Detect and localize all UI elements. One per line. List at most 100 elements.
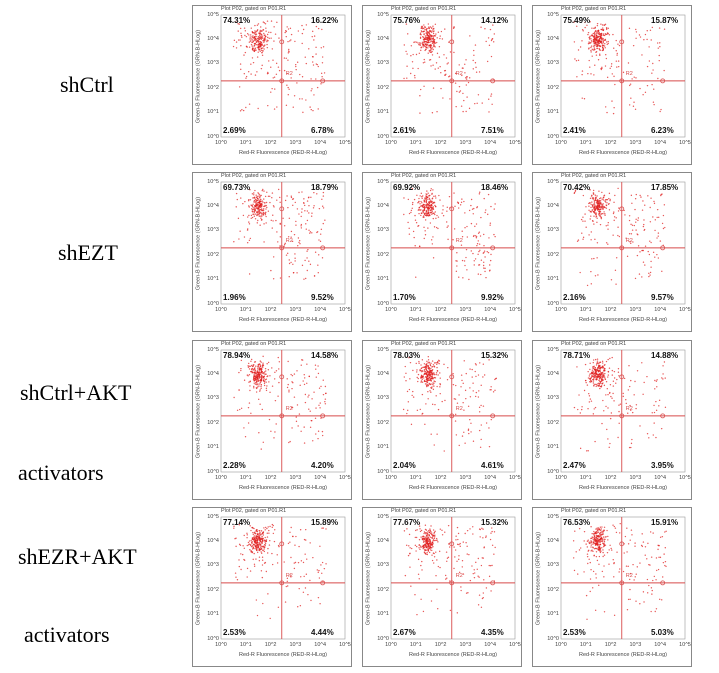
- data-point: [423, 366, 425, 368]
- data-point: [258, 536, 261, 538]
- data-point: [409, 566, 411, 568]
- data-point: [433, 41, 435, 43]
- data-point: [239, 110, 242, 112]
- data-point: [593, 43, 595, 45]
- data-point: [263, 548, 265, 550]
- y-tick-label: 10^2: [207, 586, 219, 593]
- data-point: [310, 78, 312, 80]
- data-point: [257, 376, 259, 378]
- data-point: [600, 28, 603, 31]
- x-tick-label: 10^0: [555, 307, 567, 313]
- data-point: [597, 208, 600, 210]
- data-point: [634, 545, 636, 547]
- data-point: [260, 219, 263, 221]
- data-point: [310, 90, 312, 92]
- data-point: [408, 545, 410, 547]
- data-point: [417, 380, 419, 383]
- data-point: [489, 222, 492, 224]
- data-point: [604, 39, 607, 41]
- data-point: [593, 384, 595, 386]
- data-point: [304, 56, 306, 58]
- data-point: [658, 399, 661, 402]
- data-point: [608, 367, 611, 369]
- data-point: [606, 428, 608, 431]
- x-tick-label: 10^0: [385, 475, 397, 481]
- data-point: [321, 198, 323, 200]
- data-point: [269, 617, 271, 620]
- data-point: [416, 369, 418, 371]
- data-point: [428, 539, 430, 541]
- data-point: [480, 216, 482, 219]
- data-point: [292, 382, 294, 384]
- data-point: [599, 208, 602, 210]
- data-point: [594, 44, 596, 46]
- data-point: [454, 420, 457, 422]
- data-point: [594, 358, 597, 361]
- data-point: [629, 385, 631, 388]
- data-point: [592, 197, 595, 199]
- data-point: [495, 377, 498, 380]
- plot-title: Plot P02, gated on P01.R1: [391, 508, 457, 514]
- data-point: [626, 551, 628, 553]
- data-point: [260, 44, 262, 47]
- data-point: [412, 396, 415, 398]
- data-point: [312, 109, 314, 112]
- data-point: [649, 206, 651, 209]
- data-point: [600, 41, 603, 44]
- data-point: [599, 36, 602, 38]
- data-point: [598, 32, 600, 35]
- data-point: [272, 59, 274, 61]
- data-point: [264, 543, 267, 545]
- data-point: [471, 565, 473, 567]
- data-point: [434, 213, 436, 216]
- data-point: [453, 567, 455, 570]
- y-tick-label: 10^5: [547, 346, 559, 353]
- data-point: [590, 49, 592, 52]
- data-point: [407, 401, 410, 403]
- data-point: [429, 36, 431, 38]
- data-point: [290, 556, 292, 559]
- data-point: [615, 531, 618, 534]
- data-point: [431, 403, 434, 406]
- data-point: [428, 209, 430, 212]
- x-tick-label: 10^5: [679, 140, 691, 146]
- data-point: [632, 411, 634, 414]
- data-point: [493, 531, 496, 533]
- data-point: [611, 374, 614, 376]
- data-point: [441, 529, 443, 532]
- data-point: [592, 543, 594, 545]
- y-tick-label: 10^4: [377, 202, 389, 209]
- data-point: [471, 376, 473, 378]
- data-point: [602, 530, 605, 533]
- data-point: [631, 202, 633, 204]
- data-point: [311, 398, 313, 400]
- gate-handle: [279, 374, 285, 380]
- data-point: [599, 49, 602, 51]
- data-point: [652, 216, 654, 218]
- data-point: [250, 204, 252, 206]
- data-point: [605, 536, 607, 538]
- data-point: [487, 193, 490, 196]
- data-point: [612, 524, 614, 526]
- data-point: [424, 531, 426, 534]
- data-point: [448, 195, 451, 198]
- data-point: [660, 193, 662, 196]
- data-point: [429, 26, 432, 28]
- data-point: [591, 532, 593, 535]
- data-point: [458, 64, 460, 66]
- data-point: [421, 381, 424, 383]
- data-point: [264, 37, 266, 39]
- data-point: [596, 47, 598, 50]
- data-point: [466, 545, 468, 547]
- data-point: [424, 528, 427, 531]
- data-point: [599, 364, 601, 367]
- data-point: [656, 569, 658, 572]
- data-point: [624, 535, 627, 538]
- data-point: [445, 57, 448, 59]
- data-point: [639, 425, 641, 427]
- data-point: [245, 75, 248, 78]
- quadrant-ll-percent: 2.28%: [223, 461, 246, 470]
- data-point: [461, 379, 463, 382]
- data-point: [485, 276, 487, 279]
- data-point: [576, 366, 578, 368]
